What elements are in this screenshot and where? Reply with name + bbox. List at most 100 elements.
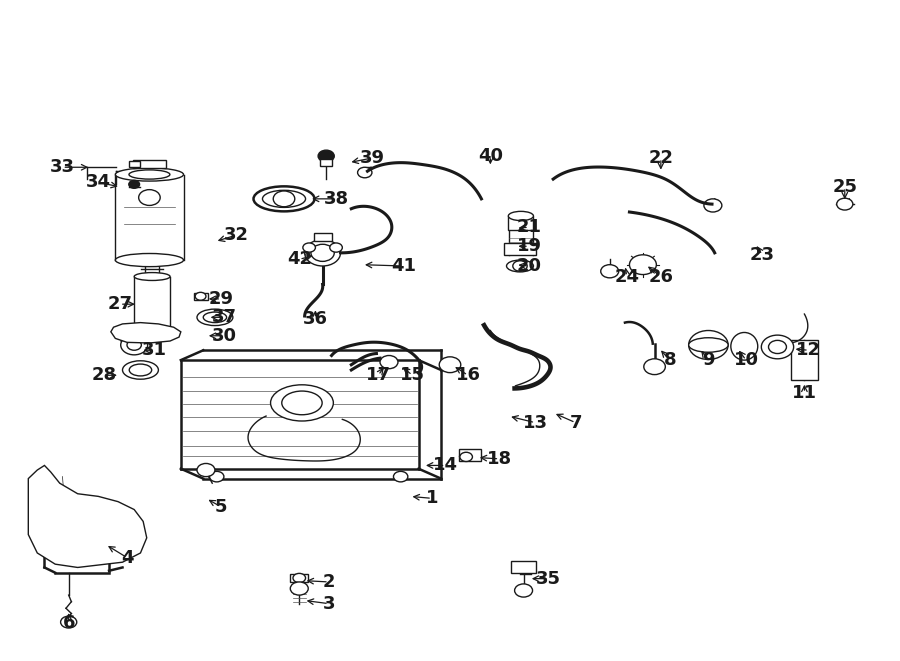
Circle shape (318, 150, 334, 162)
Bar (129, 161, 140, 167)
Text: 1: 1 (426, 489, 438, 508)
Bar (291, 574, 308, 582)
Polygon shape (28, 465, 147, 567)
Ellipse shape (129, 170, 170, 179)
Ellipse shape (197, 309, 233, 326)
Text: 38: 38 (323, 190, 348, 208)
Text: 18: 18 (487, 450, 512, 468)
Text: 24: 24 (615, 268, 639, 286)
Text: 19: 19 (517, 237, 542, 255)
Text: 37: 37 (212, 308, 237, 327)
Text: 40: 40 (478, 147, 503, 165)
Text: 2: 2 (322, 573, 335, 591)
Ellipse shape (134, 328, 170, 336)
Text: 13: 13 (523, 414, 548, 432)
Text: 10: 10 (734, 351, 759, 369)
Circle shape (195, 292, 206, 300)
Circle shape (121, 335, 148, 355)
Circle shape (837, 198, 853, 210)
Text: 27: 27 (107, 295, 132, 313)
Bar (320, 159, 332, 166)
Text: 23: 23 (750, 246, 775, 264)
Text: 8: 8 (663, 351, 676, 369)
Ellipse shape (731, 332, 758, 360)
Ellipse shape (134, 272, 170, 280)
Text: 32: 32 (224, 226, 249, 244)
Ellipse shape (508, 212, 534, 221)
Text: 31: 31 (141, 341, 166, 359)
Circle shape (513, 260, 527, 271)
Ellipse shape (263, 190, 305, 208)
Text: 17: 17 (365, 366, 391, 384)
Bar (313, 233, 331, 241)
Circle shape (129, 180, 140, 188)
Circle shape (197, 463, 215, 477)
Circle shape (380, 356, 398, 369)
Circle shape (303, 243, 315, 253)
Text: 15: 15 (400, 366, 425, 384)
Text: 42: 42 (287, 251, 311, 268)
Text: 25: 25 (832, 178, 858, 196)
Circle shape (644, 359, 665, 375)
Bar (511, 561, 536, 572)
Circle shape (293, 573, 305, 582)
Text: 33: 33 (50, 158, 75, 176)
Text: 35: 35 (536, 570, 562, 588)
Text: 39: 39 (359, 149, 384, 167)
Bar (459, 449, 482, 461)
Text: 5: 5 (215, 498, 228, 516)
Bar (508, 216, 534, 231)
Ellipse shape (688, 338, 728, 352)
Text: 20: 20 (517, 257, 542, 275)
Circle shape (139, 190, 160, 206)
Text: 16: 16 (455, 366, 481, 384)
Ellipse shape (115, 253, 184, 266)
Circle shape (210, 471, 224, 482)
Circle shape (329, 243, 342, 253)
Text: 21: 21 (517, 218, 542, 236)
Ellipse shape (254, 186, 314, 212)
Circle shape (291, 582, 308, 595)
Circle shape (310, 245, 334, 261)
Text: 26: 26 (648, 268, 673, 286)
Bar (133, 160, 166, 168)
Circle shape (460, 452, 473, 461)
Ellipse shape (203, 312, 227, 323)
Text: 11: 11 (792, 384, 817, 402)
Circle shape (274, 191, 295, 207)
Text: 4: 4 (121, 549, 133, 566)
Circle shape (769, 340, 787, 354)
Circle shape (629, 254, 656, 274)
Circle shape (357, 167, 372, 178)
Text: 30: 30 (212, 327, 237, 345)
Circle shape (127, 340, 141, 350)
Text: 34: 34 (86, 173, 111, 192)
Ellipse shape (130, 364, 152, 376)
Ellipse shape (507, 260, 534, 272)
Ellipse shape (115, 168, 184, 181)
Ellipse shape (122, 361, 158, 379)
Ellipse shape (282, 391, 322, 414)
Text: 22: 22 (648, 149, 673, 167)
Text: 14: 14 (433, 457, 458, 475)
Circle shape (761, 335, 794, 359)
Ellipse shape (271, 385, 333, 421)
Text: 29: 29 (209, 290, 234, 308)
Circle shape (704, 199, 722, 212)
Circle shape (439, 357, 461, 373)
Text: 7: 7 (570, 414, 582, 432)
Circle shape (515, 584, 533, 597)
Text: 3: 3 (322, 595, 335, 613)
Bar (791, 340, 818, 380)
Bar (194, 293, 208, 299)
Text: 36: 36 (303, 309, 328, 328)
Circle shape (688, 330, 728, 360)
Text: 12: 12 (796, 341, 822, 359)
Text: 9: 9 (702, 351, 715, 369)
Text: 6: 6 (62, 615, 75, 633)
Bar (504, 243, 536, 254)
Polygon shape (111, 323, 181, 343)
Text: 28: 28 (92, 366, 117, 384)
Circle shape (60, 616, 76, 628)
Text: 41: 41 (391, 257, 416, 275)
